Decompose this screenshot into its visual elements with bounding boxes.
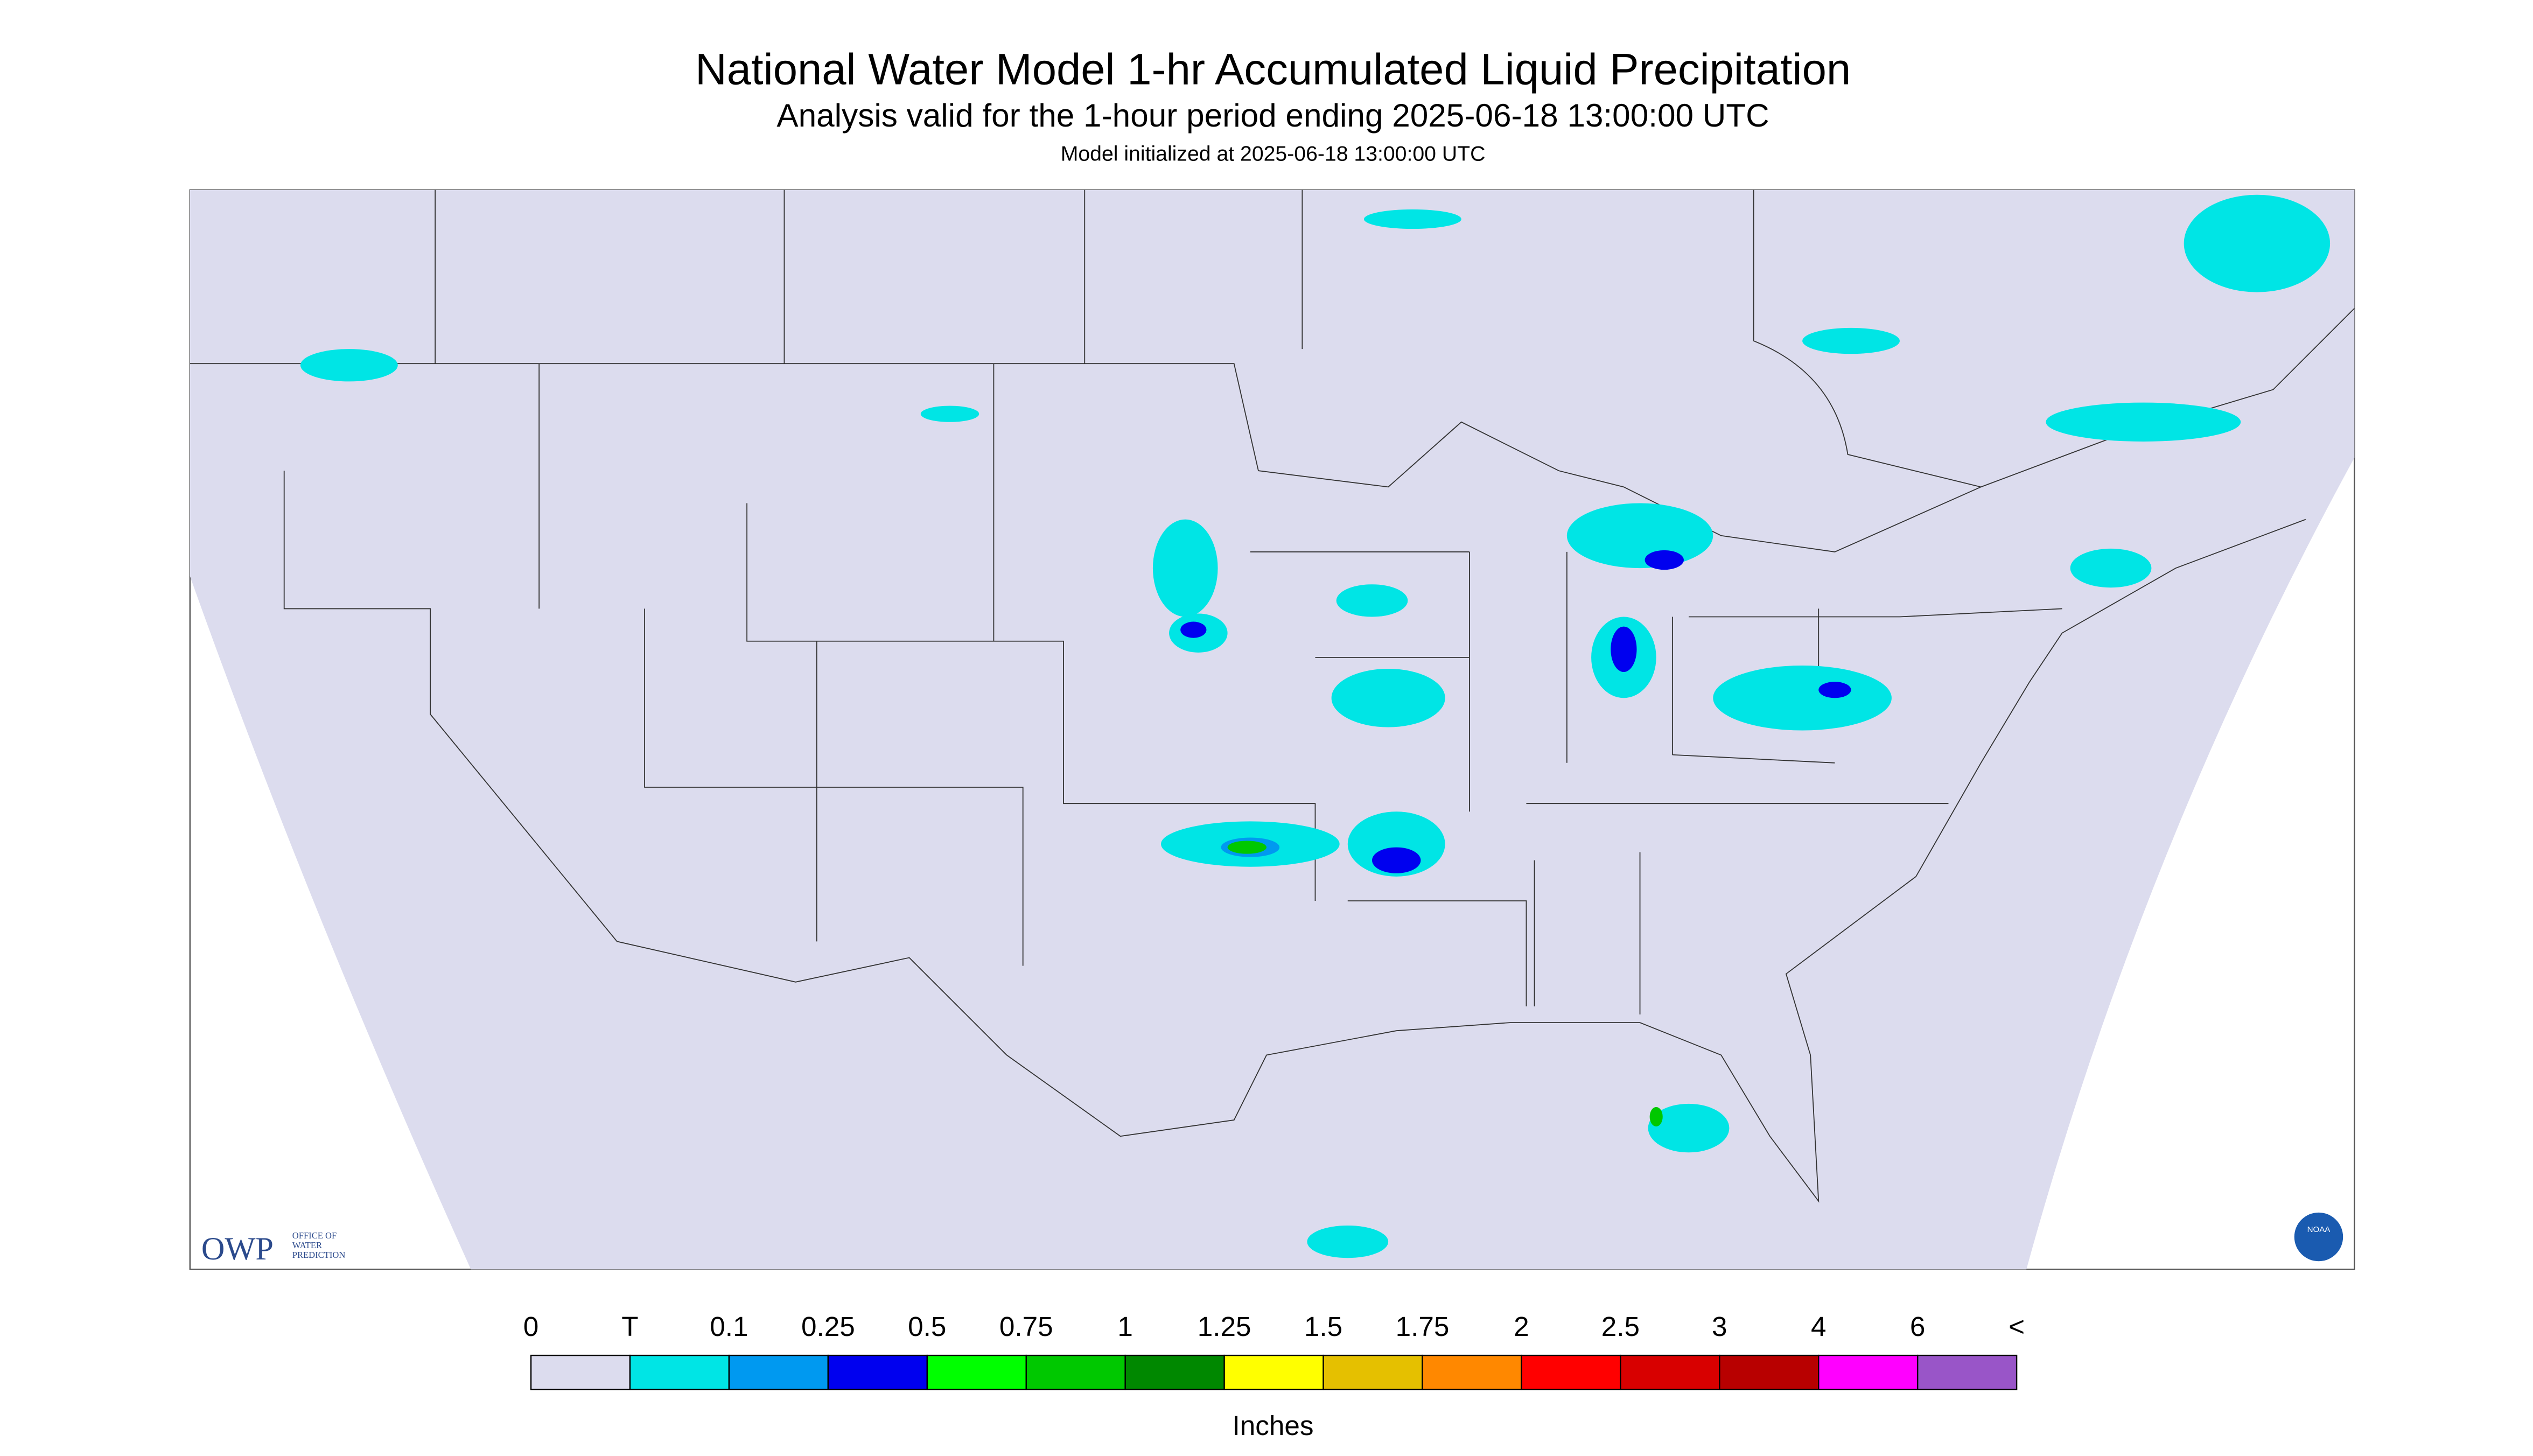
owp-logo-line: WATER bbox=[292, 1240, 323, 1250]
colorbar-label: 4 bbox=[1811, 1311, 1827, 1342]
colorbar-box bbox=[728, 1354, 829, 1390]
colorbar-label: 0 bbox=[523, 1311, 539, 1342]
heavy-precipitation bbox=[1180, 550, 1851, 1127]
colorbar-box bbox=[1818, 1354, 1919, 1390]
colorbar: 0 T 0.1 0.25 0.5 0.75 1 1.25 1.5 1.75 2 2.5 3 4 6 < bbox=[523, 1311, 2025, 1390]
colorbar-box bbox=[1620, 1354, 1720, 1390]
colorbar-box bbox=[629, 1354, 730, 1390]
noaa-logo-text: NOAA bbox=[2307, 1225, 2331, 1234]
colorbar-label: 1.75 bbox=[1396, 1311, 1450, 1342]
colorbar-box bbox=[827, 1354, 928, 1390]
colorbar-box bbox=[1719, 1354, 1820, 1390]
colorbar-label: T bbox=[621, 1311, 638, 1342]
colorbar-box bbox=[1521, 1354, 1621, 1390]
colorbar-label: 1 bbox=[1117, 1311, 1133, 1342]
borders bbox=[190, 190, 2355, 1203]
colorbar-box bbox=[1223, 1354, 1324, 1390]
colorbar-label: 2 bbox=[1514, 1311, 1529, 1342]
colorbar-unit: Inches bbox=[1233, 1410, 1314, 1441]
colorbar-box bbox=[1124, 1354, 1225, 1390]
owp-logo-line: OFFICE OF bbox=[292, 1230, 337, 1241]
subtitle: Analysis valid for the 1-hour period end… bbox=[776, 97, 1769, 134]
colorbar-box bbox=[926, 1354, 1027, 1390]
colorbar-label: 1.5 bbox=[1304, 1311, 1342, 1342]
owp-logo: OWP bbox=[201, 1231, 274, 1267]
colorbar-label: 2.5 bbox=[1601, 1311, 1640, 1342]
noaa-logo bbox=[2294, 1212, 2343, 1262]
colorbar-box bbox=[530, 1354, 631, 1390]
colorbar-label: 0.5 bbox=[908, 1311, 946, 1342]
colorbar-box bbox=[1323, 1354, 1423, 1390]
colorbar-box bbox=[1916, 1354, 2018, 1390]
colorbar-label: 0.75 bbox=[999, 1311, 1053, 1342]
colorbar-label: 6 bbox=[1910, 1311, 1926, 1342]
colorbar-label: 3 bbox=[1712, 1311, 1727, 1342]
colorbar-box bbox=[1422, 1354, 1522, 1390]
colorbar-label: 0.1 bbox=[710, 1311, 748, 1342]
colorbar-box bbox=[1025, 1354, 1126, 1390]
colorbar-label: 0.25 bbox=[801, 1311, 855, 1342]
data-domain bbox=[190, 190, 2355, 1270]
title: National Water Model 1-hr Accumulated Li… bbox=[695, 45, 1851, 94]
owp-logo-line: PREDICTION bbox=[292, 1250, 346, 1260]
init-time: Model initialized at 2025-06-18 13:00:00… bbox=[1061, 142, 1486, 165]
colorbar-label: < bbox=[2009, 1311, 2025, 1342]
colorbar-label: 1.25 bbox=[1198, 1311, 1251, 1342]
